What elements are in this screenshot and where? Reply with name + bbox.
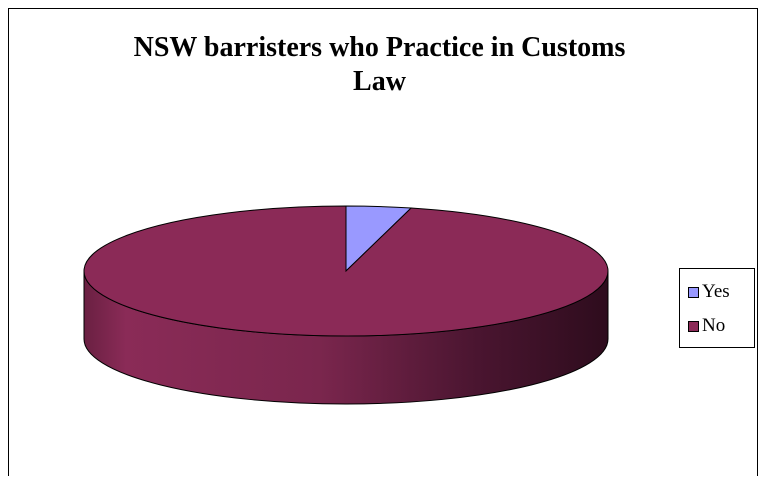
legend: Yes No <box>679 268 755 348</box>
legend-label-no: No <box>702 315 726 336</box>
legend-item-yes: Yes <box>688 281 730 303</box>
chart-title-line-2: Law <box>353 66 406 97</box>
pie-slice-no <box>83 205 609 337</box>
legend-label-yes: Yes <box>702 281 730 302</box>
chart-title: NSW barristers who Practice in Customs L… <box>0 31 759 99</box>
chart-title-line-1: NSW barristers who Practice in Customs <box>133 32 626 63</box>
legend-item-no: No <box>688 315 725 337</box>
legend-swatch-no <box>688 320 699 332</box>
legend-swatch-yes <box>688 286 699 298</box>
